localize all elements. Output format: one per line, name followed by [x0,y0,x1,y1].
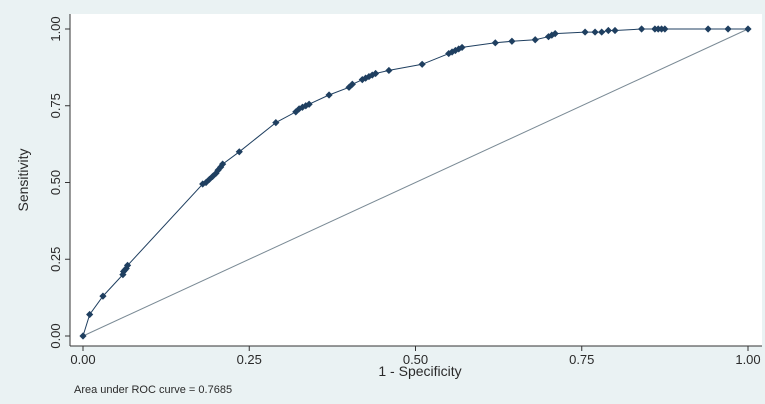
roc-point [458,43,466,52]
roc-point [744,25,752,33]
roc-point [292,108,300,116]
x-tick-label: 0.50 [403,352,428,367]
roc-point [119,271,127,279]
roc-point [508,37,516,45]
roc-point [99,292,107,300]
roc-point [638,25,646,33]
roc-point [235,148,243,156]
roc-point [418,60,426,68]
y-tick-label: 1.00 [48,16,63,41]
roc-point [358,76,366,84]
x-tick-label: 0.00 [70,352,95,367]
roc-point [724,25,732,33]
axes: 0.00 0.25 0.50 0.75 1.00 0.00 0.25 0.50 0.75 1.00 [48,14,762,367]
roc-point [704,25,712,33]
roc-point [325,91,333,99]
roc-point [455,45,463,53]
roc-point [305,100,313,108]
roc-point [372,69,380,78]
roc-point [86,310,94,319]
roc-point [551,30,559,38]
roc-point [368,71,376,79]
roc-markers-layer [79,25,752,340]
roc-point [604,26,612,35]
roc-point [591,28,599,36]
roc-point [348,80,356,88]
roc-point [123,261,132,269]
x-tick-label: 0.25 [237,352,262,367]
roc-point [598,28,606,36]
x-axis-title: 1 - Specificity [378,363,461,379]
auc-note: Area under ROC curve = 0.7685 [74,384,232,396]
roc-point [581,28,589,36]
roc-point [219,160,227,168]
roc-point [79,332,87,340]
roc-point [661,25,669,33]
roc-point [448,48,456,56]
roc-point [122,264,130,273]
x-tick-label: 0.75 [569,352,594,367]
y-tick-label: 0.75 [48,93,63,118]
roc-point [451,46,459,55]
y-tick-label: 0.25 [48,247,63,272]
roc-point [611,26,619,35]
plot-region [70,14,762,346]
roc-point [302,102,310,110]
y-axis-title: Sensitivity [15,148,31,211]
x-tick-label: 1.00 [735,352,760,367]
roc-point [272,119,280,127]
reference-diagonal-line [82,28,749,337]
roc-point [531,36,539,44]
reference-line-layer [82,28,749,337]
roc-point [491,39,499,47]
roc-point [385,66,393,75]
y-tick-label: 0.50 [48,170,63,195]
y-tick-label: 0.00 [48,323,63,348]
